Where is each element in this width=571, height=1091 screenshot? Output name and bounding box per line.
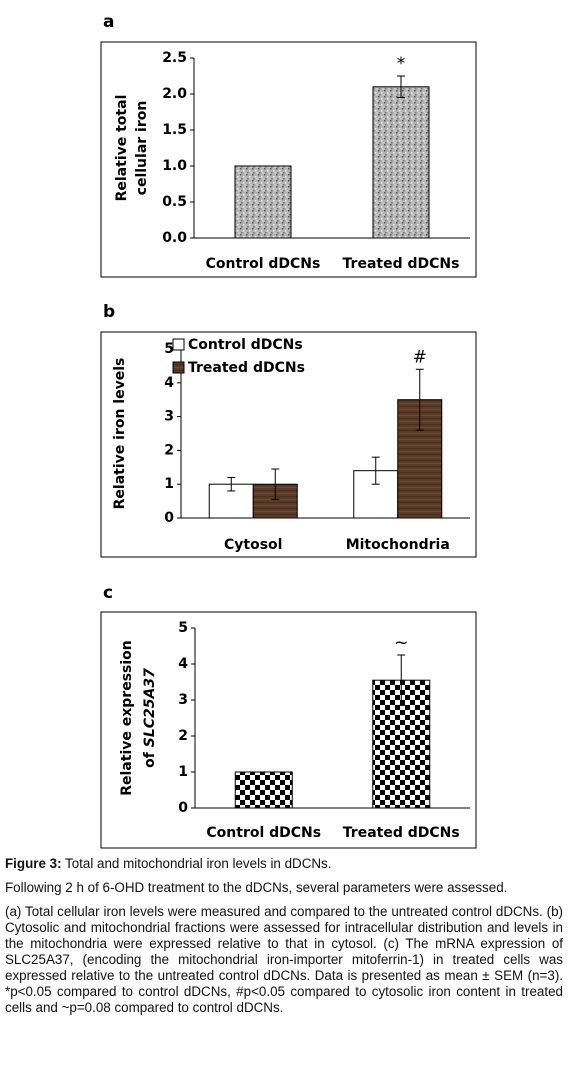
y-tick-label: 0 (178, 800, 188, 816)
caption-paragraph: (a) Total cellular iron levels were meas… (5, 904, 563, 1015)
y-tick-label: 2 (164, 442, 174, 458)
y-tick-label: 1 (164, 476, 174, 492)
x-tick-label: Control dDCNs (206, 825, 321, 841)
x-tick-label: Treated dDCNs (343, 256, 460, 272)
y-tick-label: 0 (164, 510, 174, 526)
y-tick-label: 1.0 (162, 158, 187, 174)
y-axis-label-gene: SLC25A37 (142, 668, 158, 747)
bar (372, 86, 430, 239)
y-tick-label: 2.5 (162, 50, 187, 66)
legend-label: Treated dDCNs (188, 360, 305, 376)
y-axis-label: of SLC25A37 (142, 668, 158, 768)
caption: Figure 3: Total and mitochondrial iron l… (5, 856, 563, 1024)
figure: a Relative total cellular iron 0.0 0.5 1.0 1.5… (100, 12, 477, 849)
caption-label: Figure 3: (5, 856, 62, 871)
y-axis-label: Relative iron levels (112, 358, 128, 510)
chart-frame (100, 41, 477, 278)
caption-heading: Figure 3: Total and mitochondrial iron l… (5, 856, 563, 872)
bar (234, 165, 292, 239)
y-tick-label: 1 (178, 764, 188, 780)
y-tick-label: 5 (178, 620, 188, 636)
y-tick-label: 0.5 (162, 194, 187, 210)
y-tick-label: 4 (178, 656, 188, 672)
legend-label: Control dDCNs (188, 337, 303, 353)
y-axis-label: Relative total (114, 95, 130, 202)
x-tick-label: Mitochondria (346, 537, 450, 553)
annotation: * (397, 54, 406, 74)
legend-swatch (172, 338, 185, 351)
x-tick-label: Control dDCNs (206, 256, 321, 272)
y-tick-label: 2.0 (162, 86, 187, 102)
panel-label: c (103, 583, 113, 603)
chart-frame (100, 611, 477, 849)
y-tick-label: 0.0 (162, 230, 187, 246)
y-tick-label: 3 (178, 692, 188, 708)
panel-label: b (103, 302, 115, 322)
y-axis-label-part: of (142, 751, 158, 768)
y-axis-label: Relative expression (119, 640, 135, 796)
x-tick-label: Treated dDCNs (343, 825, 460, 841)
y-tick-label: 3 (164, 409, 174, 425)
y-tick-label: 4 (164, 375, 174, 391)
annotation: # (413, 347, 427, 367)
chart-frame (100, 331, 477, 558)
caption-title: Total and mitochondrial iron levels in d… (65, 856, 332, 871)
bar (234, 771, 293, 809)
x-tick-label: Cytosol (224, 537, 282, 553)
caption-paragraph: Following 2 h of 6-OHD treatment to the … (5, 880, 508, 895)
panel-label: a (103, 12, 114, 32)
y-tick-label: 2 (178, 728, 188, 744)
y-tick-label: 1.5 (162, 122, 187, 138)
y-axis-label: cellular iron (134, 101, 150, 196)
legend-swatch (172, 361, 185, 374)
y-tick-label: 5 (164, 341, 174, 357)
annotation: ~ (394, 633, 408, 653)
